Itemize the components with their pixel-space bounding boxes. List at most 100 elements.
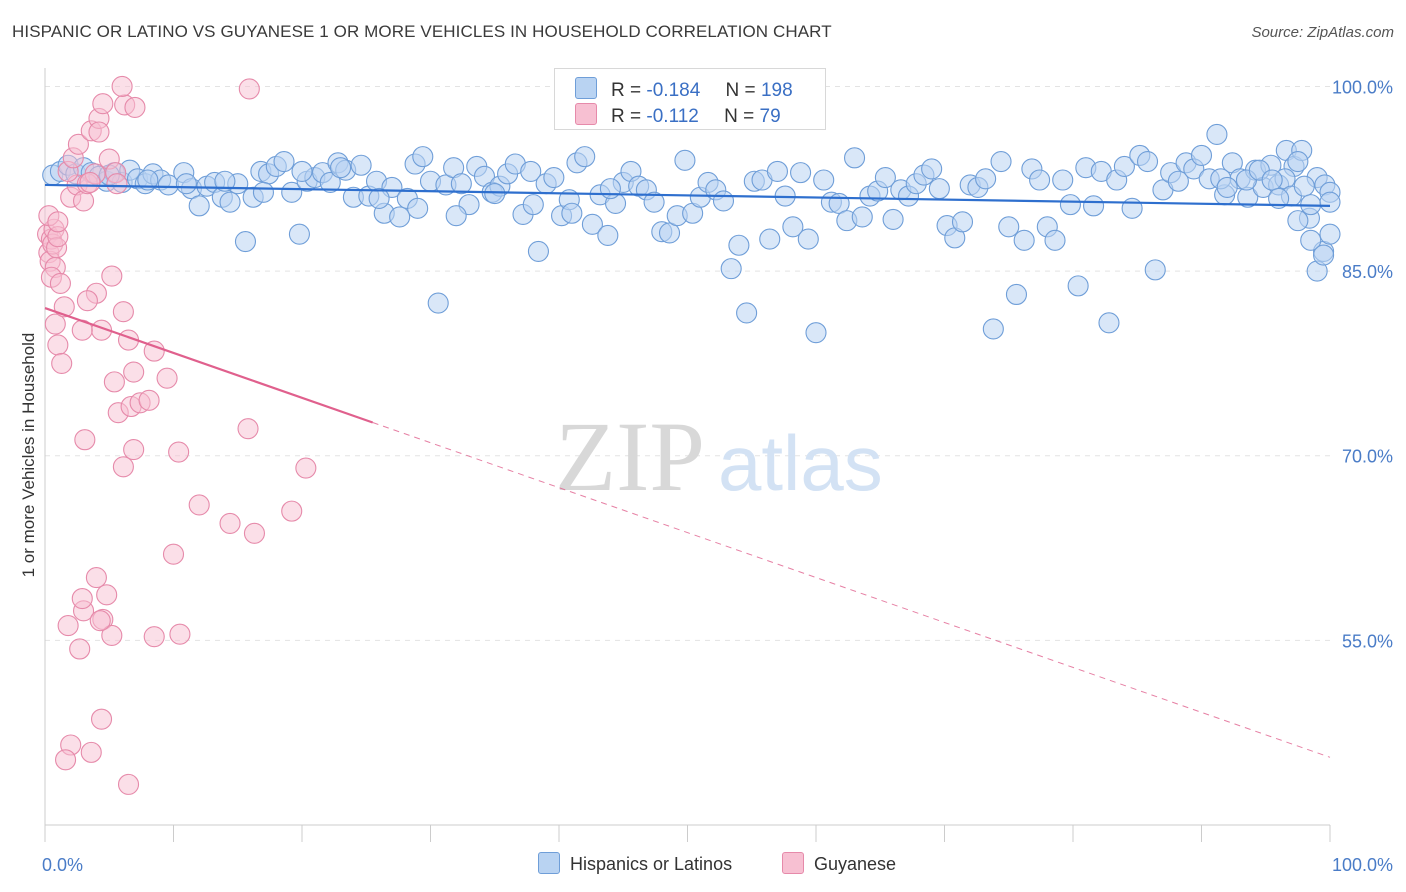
data-point-hispanics — [1013, 229, 1035, 251]
data-point-hispanics — [522, 194, 544, 216]
x-tick-label: 100.0% — [1332, 855, 1393, 875]
source-label: Source: ZipAtlas.com — [1251, 24, 1394, 41]
data-point-guyanese — [238, 78, 260, 100]
y-tick-label: 55.0% — [1342, 631, 1393, 651]
data-point-hispanics — [214, 170, 236, 192]
watermark: ZIP atlas — [555, 401, 883, 512]
data-point-hispanics — [782, 216, 804, 238]
data-point-hispanics — [1059, 194, 1081, 216]
data-point-hispanics — [1098, 312, 1120, 334]
data-point-guyanese — [88, 121, 110, 143]
data-point-hispanics — [234, 231, 257, 253]
data-point-guyanese — [101, 265, 123, 287]
data-point-guyanese — [57, 615, 79, 637]
r-value: -0.112 — [646, 106, 699, 127]
data-point-hispanics — [319, 171, 341, 194]
data-point-hispanics — [1261, 169, 1283, 191]
watermark-atlas: atlas — [718, 419, 883, 507]
data-point-hispanics — [175, 173, 197, 195]
data-point-hispanics — [1268, 187, 1290, 210]
data-point-hispanics — [484, 183, 506, 205]
data-point-guyanese — [73, 190, 95, 212]
data-point-hispanics — [281, 181, 303, 203]
data-point-hispanics — [527, 240, 549, 262]
data-point-hispanics — [851, 206, 873, 228]
data-point-hispanics — [1293, 175, 1315, 197]
trend-line-guyanese — [44, 306, 374, 424]
stats-legend: R = -0.184 N = 198 R = -0.112 N = 79 — [554, 68, 826, 130]
data-point-guyanese — [103, 371, 125, 393]
data-point-hispanics — [1287, 210, 1309, 232]
stats-row-guyanese: R = -0.112 N = 79 — [575, 103, 781, 127]
legend-label-hispanics: Hispanics or Latinos — [570, 854, 733, 874]
data-point-hispanics — [368, 187, 390, 210]
data-point-hispanics — [1216, 176, 1238, 198]
data-point-hispanics — [445, 205, 467, 227]
trend-lines — [44, 183, 1331, 758]
data-point-hispanics — [1287, 150, 1309, 173]
data-point-guyanese — [80, 741, 102, 763]
r-value: -0.184 — [646, 80, 701, 101]
data-point-hispanics — [273, 150, 295, 173]
data-point-hispanics — [1300, 229, 1322, 251]
legend-item-hispanics[interactable]: Hispanics or Latinos — [538, 852, 732, 875]
data-point-hispanics — [1319, 223, 1341, 245]
data-point-hispanics — [389, 206, 411, 228]
legend-item-guyanese[interactable]: Guyanese — [782, 852, 896, 875]
data-point-guyanese — [123, 439, 145, 461]
r-label: R = — [611, 106, 642, 127]
data-point-guyanese — [69, 638, 91, 660]
data-point-hispanics — [728, 234, 750, 256]
data-point-hispanics — [921, 158, 943, 180]
data-point-hispanics — [412, 146, 434, 168]
stats-row-hispanics: R = -0.184 N = 198 — [575, 77, 793, 101]
data-point-hispanics — [1067, 275, 1089, 297]
x-tick-label: 0.0% — [42, 855, 83, 875]
data-point-guyanese — [79, 171, 101, 194]
data-point-hispanics — [975, 168, 997, 190]
data-point-guyanese — [47, 211, 69, 233]
data-point-hispanics — [520, 160, 542, 182]
data-point-hispanics — [1083, 195, 1105, 217]
data-point-guyanese — [101, 624, 123, 646]
data-point-guyanese — [112, 301, 134, 323]
data-point-hispanics — [597, 224, 619, 246]
data-point-hispanics — [1190, 144, 1213, 166]
data-point-guyanese — [143, 340, 165, 362]
data-point-guyanese — [53, 296, 75, 318]
data-point-hispanics — [350, 154, 372, 176]
data-point-hispanics — [1052, 169, 1074, 191]
data-point-hispanics — [813, 169, 835, 191]
data-point-guyanese — [89, 610, 111, 632]
data-point-guyanese — [96, 584, 118, 606]
data-point-hispanics — [990, 150, 1012, 173]
data-point-hispanics — [874, 166, 896, 189]
data-point-guyanese — [237, 418, 259, 440]
trend-line-hispanics — [44, 183, 1331, 207]
data-point-hispanics — [720, 258, 742, 280]
data-point-hispanics — [759, 228, 781, 250]
data-point-guyanese — [51, 352, 73, 374]
data-point-hispanics — [1136, 150, 1159, 173]
n-value: 198 — [760, 80, 793, 101]
data-point-hispanics — [1113, 155, 1135, 178]
data-point-hispanics — [1005, 283, 1028, 306]
data-point-hispanics — [574, 146, 596, 168]
data-point-hispanics — [1121, 197, 1143, 219]
data-point-hispanics — [450, 173, 472, 195]
data-point-hispanics — [1319, 191, 1341, 213]
data-point-hispanics — [561, 202, 583, 224]
data-point-guyanese — [55, 749, 77, 771]
data-point-guyanese — [168, 441, 190, 463]
data-point-guyanese — [143, 626, 165, 648]
data-point-guyanese — [74, 429, 96, 451]
data-point-guyanese — [112, 456, 134, 478]
data-point-guyanese — [188, 494, 210, 516]
data-point-hispanics — [1029, 169, 1051, 191]
data-point-hispanics — [643, 191, 665, 213]
data-point-hispanics — [288, 223, 310, 245]
data-point-hispanics — [951, 211, 974, 233]
axes — [44, 68, 1331, 842]
y-tick-label: 85.0% — [1342, 262, 1393, 282]
data-point-hispanics — [1144, 259, 1166, 281]
